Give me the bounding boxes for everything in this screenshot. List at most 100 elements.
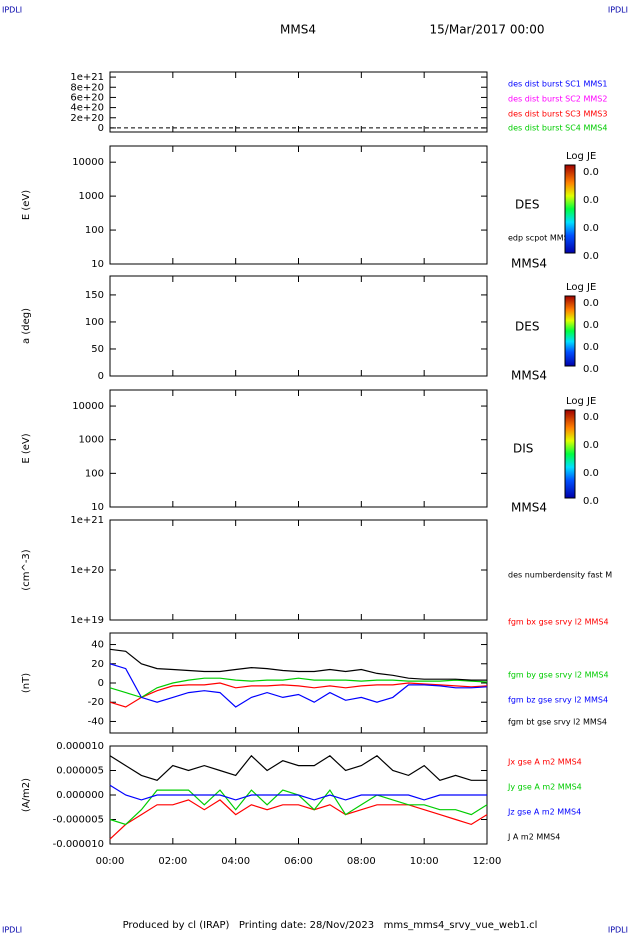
y-axis-label: (nT) [21,673,32,693]
series-line [109,754,487,781]
colorbar-tick-label: 0.0 [583,223,599,234]
y-tick-label: 20 [91,659,104,670]
plot-frame [109,71,488,133]
y-axis-label: E (eV) [21,190,32,220]
plot-frame [109,519,488,621]
y-tick-label: 6e+20 [70,92,104,103]
footer: Produced by cl (IRAP) Printing date: 28/… [123,920,538,931]
x-tick-label: 02:00 [158,856,187,867]
y-tick-label: -20 [88,697,104,708]
colorbar-tick-label: 0.0 [583,440,599,451]
plot-frame [109,632,488,734]
legend-entry: des dist burst SC1 MMS1 [508,80,607,89]
y-tick-label: 0 [98,678,104,689]
series-line [109,663,488,708]
corner-label: IPDLI [608,926,628,934]
series-line [109,682,488,708]
panel-label: des numberdensity fast M [508,571,612,580]
y-tick-label: 4e+20 [70,103,104,114]
legend-entry: fgm bt gse srvy l2 MMS4 [508,718,607,727]
legend-entry: Jz gse A m2 MMS4 [507,808,581,817]
colorbar [564,295,576,367]
panel-label: DES [515,320,539,334]
y-tick-label: 0 [98,123,104,134]
colorbar-tick-label: 0.0 [583,496,599,507]
y-tick-label: 1e+21 [70,515,104,526]
y-tick-label: 40 [91,640,104,651]
colorbar-title: Log JE [566,396,596,407]
x-tick-label: 08:00 [347,856,376,867]
x-tick-label: 00:00 [96,856,125,867]
y-tick-label: 10000 [72,401,104,412]
y-tick-label: 1000 [79,191,104,202]
series-line [109,648,487,681]
y-tick-label: 1e+19 [70,615,104,626]
y-tick-label: 50 [91,344,104,355]
colorbar-title: Log JE [566,282,596,293]
panel-label: edp scpot MMS4 [508,234,574,243]
panel-label: MMS4 [511,257,547,271]
y-tick-label: 8e+20 [70,82,104,93]
legend-entry: fgm by gse srvy l2 MMS4 [508,671,609,680]
y-tick-label: -0.000010 [53,839,104,850]
series-line [109,799,488,840]
colorbar-tick-label: 0.0 [583,320,599,331]
y-tick-label: 10 [91,259,104,270]
y-axis-label: (cm^-3) [21,549,32,590]
colorbar [564,164,576,254]
legend-entry: des dist burst SC2 MMS2 [508,95,607,104]
y-tick-label: 0.000010 [56,741,104,752]
y-tick-label: 2e+20 [70,113,104,124]
panel-label: DES [515,198,539,212]
legend-entry: fgm bz gse srvy l2 MMS4 [508,696,608,705]
plot-frame [109,145,488,265]
colorbar-title: Log JE [566,151,596,162]
colorbar-tick-label: 0.0 [583,167,599,178]
x-tick-label: 12:00 [473,856,502,867]
y-tick-label: 0.000000 [56,790,104,801]
legend-entry: Jx gse A m2 MMS4 [507,758,582,767]
colorbar-tick-label: 0.0 [583,342,599,353]
y-tick-label: 100 [85,468,104,479]
y-axis-label: E (eV) [21,433,32,463]
legend-entry: Jy gse A m2 MMS4 [507,783,582,792]
y-tick-label: 10 [91,502,104,513]
date: 15/Mar/2017 00:00 [430,23,545,37]
y-tick-label: 10000 [72,157,104,168]
colorbar-tick-label: 0.0 [583,195,599,206]
y-tick-label: 100 [85,317,104,328]
y-tick-label: -0.000005 [53,815,104,826]
plot-frame [109,389,488,508]
plot-frame [109,275,488,377]
colorbar-tick-label: 0.0 [583,468,599,479]
x-tick-label: 06:00 [284,856,313,867]
x-tick-label: 10:00 [410,856,439,867]
colorbar-tick-label: 0.0 [583,412,599,423]
colorbar-tick-label: 0.0 [583,251,599,262]
y-axis-label: a (deg) [21,308,32,344]
y-tick-label: 1000 [79,435,104,446]
legend-entry: des dist burst SC4 MMS4 [508,124,607,133]
y-tick-label: 0 [98,371,104,382]
colorbar-tick-label: 0.0 [583,364,599,375]
y-tick-label: 1e+20 [70,565,104,576]
y-axis-label: (A/m2) [21,778,32,812]
panel-label: DIS [513,442,533,456]
colorbar-tick-label: 0.0 [583,298,599,309]
y-tick-label: 0.000005 [56,766,104,777]
corner-label: IPDLI [608,6,628,15]
legend-entry: des dist burst SC3 MMS3 [508,110,607,119]
corner-label: IPDLI [2,6,22,15]
y-tick-label: 150 [85,290,104,301]
series-line [109,784,487,801]
y-tick-label: -40 [88,716,104,727]
corner-label: IPDLI [2,926,22,934]
panel-label: MMS4 [511,501,547,515]
y-tick-label: 100 [85,225,104,236]
panel-label: MMS4 [511,369,547,383]
y-tick-label: 1e+21 [70,72,104,83]
x-tick-label: 04:00 [221,856,250,867]
title: MMS4 [280,23,316,37]
